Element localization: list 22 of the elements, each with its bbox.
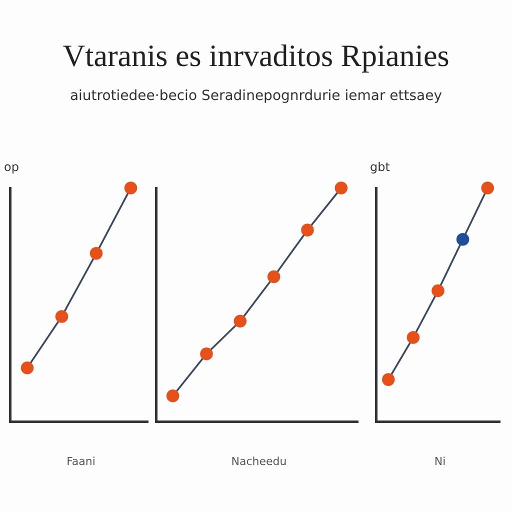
text: aiutrotiedee·becio Seradinepognrdurie iemar ettsaey [68, 88, 444, 104]
point [234, 314, 247, 328]
point [166, 390, 180, 402]
point [334, 182, 348, 194]
point [382, 373, 395, 386]
point [55, 310, 68, 323]
point [456, 232, 470, 246]
point [124, 182, 138, 194]
x-axis-title: Faani [66, 455, 96, 468]
point [20, 361, 34, 374]
point [432, 284, 444, 298]
point [267, 270, 280, 284]
y-axis-title: op [4, 160, 19, 174]
x-axis-title: Ni [433, 455, 447, 468]
point [90, 247, 103, 260]
y-axis-title: gbt [370, 160, 390, 174]
text: Vtaranis es inrvaditos Rpianies [62, 38, 450, 74]
point [200, 347, 213, 360]
x-axis-title: Nacheedu [230, 455, 288, 468]
point [481, 182, 494, 194]
point [301, 224, 314, 236]
point [406, 331, 420, 344]
